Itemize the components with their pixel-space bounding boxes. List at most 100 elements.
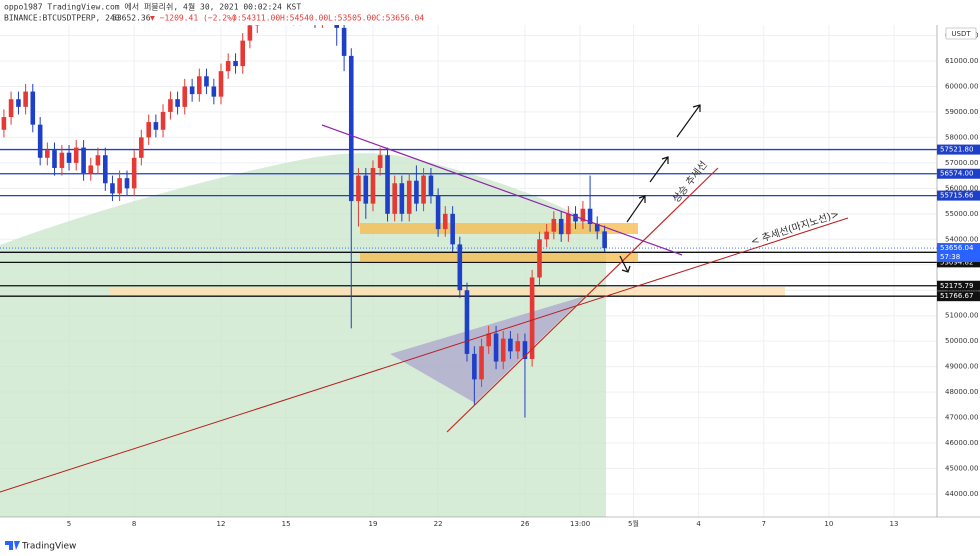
candle-body [45, 150, 50, 158]
candle-body [240, 40, 246, 67]
y-tick-label: 47000.00 [945, 414, 978, 422]
candle-body [196, 76, 202, 95]
candle-body [81, 147, 86, 174]
candle-body [594, 224, 600, 232]
support-zone [110, 287, 785, 296]
candle-body [450, 213, 455, 245]
x-tick-label: 4 [696, 520, 701, 528]
y-tick-label: 44000.00 [945, 490, 978, 498]
ohlc: L:53505.00 [328, 14, 376, 23]
triangle-pattern [390, 296, 585, 403]
candle-body [587, 208, 593, 225]
candle-body [117, 178, 122, 194]
candle-body [110, 183, 115, 194]
candle-body [551, 218, 557, 232]
candle-body [37, 124, 43, 158]
y-tick-label: 60000.00 [945, 82, 978, 90]
currency-box [945, 27, 977, 40]
candle-body [479, 346, 484, 380]
support-zone [360, 253, 638, 261]
price-label: 52175.79 [940, 282, 973, 290]
candle-body [341, 27, 347, 56]
candle-body [392, 183, 397, 214]
candle-body [566, 213, 571, 235]
arrow [619, 255, 631, 273]
candle-body [30, 91, 36, 125]
candle-body [233, 60, 238, 67]
y-tick-label: 55000.00 [945, 210, 978, 218]
candle-body [88, 165, 94, 174]
y-tick-label: 51000.00 [945, 312, 978, 320]
candle-body [602, 231, 607, 249]
x-tick-label: 5월 [628, 519, 639, 528]
candle-body [66, 152, 72, 163]
candle-body [377, 155, 383, 168]
y-tick-label: 59000.00 [945, 108, 978, 116]
x-tick-label: 13 [890, 520, 899, 528]
price-label: 57521.80 [940, 146, 973, 154]
candle-body [442, 213, 448, 230]
price: 53652.36 [112, 14, 151, 23]
candle-body [59, 152, 65, 168]
trend-line [321, 124, 683, 256]
candle-body [580, 208, 586, 222]
last-price-label: 53656.04 [940, 244, 974, 252]
candle-body [348, 55, 354, 202]
y-tick-label: 57000.00 [945, 159, 978, 167]
candle-body [414, 180, 419, 204]
price-label-bg [937, 291, 980, 302]
trend-line [0, 217, 849, 493]
y-tick-label: 61000.00 [945, 57, 978, 65]
x-tick-label: 10 [824, 520, 833, 528]
price-label-bg [937, 257, 980, 268]
candle-body [182, 86, 188, 107]
price-label: 56574.00 [940, 170, 973, 178]
x-tick-label: 15 [282, 520, 291, 528]
candle-body [23, 91, 28, 107]
y-tick-label: 48000.00 [945, 388, 978, 396]
candle-body [189, 86, 195, 95]
x-tick-label: 12 [217, 520, 226, 528]
candle-body [500, 338, 506, 362]
candle-body [399, 183, 405, 214]
arrow [649, 156, 669, 183]
price-label: 55715.66 [940, 192, 974, 200]
candle-body [457, 244, 463, 291]
candle-body [131, 157, 137, 189]
arrow [626, 195, 646, 223]
candle-body [428, 175, 434, 196]
y-tick-label: 46000.00 [945, 439, 978, 447]
ohlc: C:53656.04 [376, 14, 424, 23]
candle-body [247, 25, 253, 41]
price-label: 53094.82 [940, 258, 973, 266]
y-tick-label: 49000.00 [945, 363, 978, 371]
arrows [619, 104, 701, 273]
trend-line [446, 167, 719, 433]
change: ▼ −1209.41 (−2.2%) [150, 14, 237, 23]
candle-body [95, 155, 101, 166]
countdown: 57:38 [940, 253, 960, 261]
x-tick-label: 5 [67, 520, 71, 528]
arrow [676, 104, 701, 138]
y-tick-label: 54000.00 [945, 235, 978, 243]
candle-body [464, 290, 470, 354]
candle-body [529, 277, 535, 360]
candle-body [153, 122, 159, 130]
x-tick-label: 22 [434, 520, 443, 528]
price-label: 51766.67 [940, 292, 973, 300]
y-tick-label: 56000.00 [945, 184, 978, 192]
price-label-bg [937, 168, 980, 179]
candle-body [211, 86, 217, 97]
candle-body [175, 99, 180, 107]
candle-body [421, 175, 426, 204]
candle-body [168, 99, 173, 112]
price-label-bg [937, 190, 980, 201]
candle-body [508, 338, 513, 352]
candle-body [544, 231, 549, 240]
candle-body [493, 333, 499, 362]
candle-body [573, 213, 578, 222]
candle-body [558, 218, 564, 235]
candle-body [472, 353, 477, 380]
candle-body [139, 137, 144, 158]
